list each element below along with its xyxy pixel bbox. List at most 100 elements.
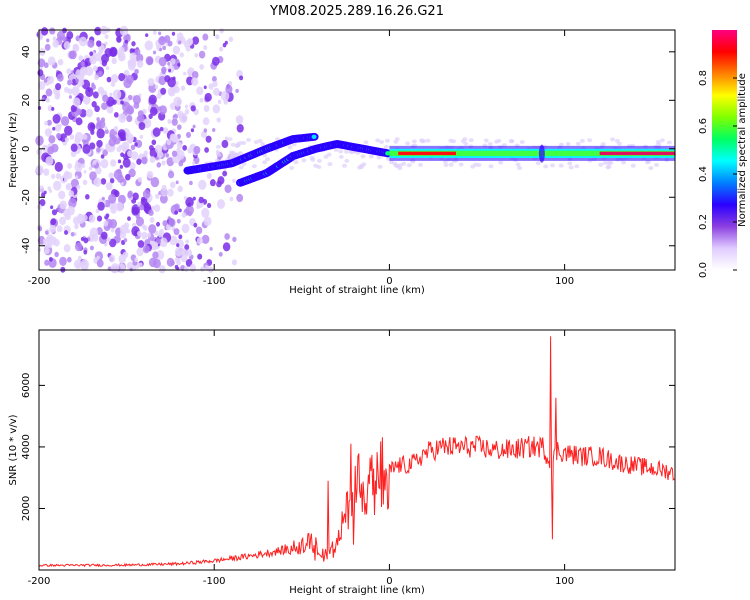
spectrogram-noise-cell [41, 97, 45, 102]
spectrogram-noise-cell [176, 142, 183, 149]
spectrogram-noise-cell [109, 46, 118, 57]
spectrogram-noise-cell [119, 164, 124, 169]
spectrogram-noise-cell [167, 119, 172, 125]
spectrogram-noise-cell [183, 265, 189, 272]
spectrogram-noise-cell [182, 145, 188, 151]
spectrogram-noise-cell [220, 90, 230, 102]
spectrogram-noise-cell [137, 240, 145, 249]
spectrogram-noise-cell [110, 206, 117, 214]
spectrogram-noise-cell [98, 119, 106, 129]
spectrogram-noise-cell [122, 158, 131, 168]
spectrogram-noise-cell [82, 214, 88, 222]
spectrogram-noise-cell [64, 137, 69, 143]
spectrogram-halo-cell [394, 137, 400, 142]
spectrogram-noise-cell [192, 161, 196, 165]
spectrogram-halo-cell [361, 162, 367, 167]
spectrogram-noise-cell [131, 41, 136, 47]
colorbar-ticks: 0.0 0.2 0.4 0.6 0.8 [698, 70, 737, 278]
spectrogram-noise-cell [149, 106, 158, 116]
spectrogram-y-ticks: -40 -20 0 20 40 [21, 45, 675, 254]
spectrogram-noise-cell [195, 226, 203, 235]
spectrogram-noise-cell [54, 251, 59, 258]
spectrogram-noise-cell [224, 184, 232, 194]
spectrogram-noise-cell [174, 203, 180, 211]
spectrogram-halo-cell [287, 145, 293, 150]
spectrogram-noise-cell [80, 259, 89, 270]
spectrogram-noise-cell [161, 160, 166, 166]
spectrogram-noise-cell [67, 163, 73, 169]
colorbar-gradient [712, 30, 737, 270]
spectrogram-noise-cell [187, 202, 191, 207]
spectrogram-halo-cell [654, 162, 660, 167]
spectrogram-noise-cell [118, 194, 126, 205]
spectrogram-noise-cell [89, 142, 96, 150]
spectrogram-noise-cell [58, 190, 66, 200]
spectrogram-halo-cell [543, 164, 549, 169]
spectrogram-noise-cell [178, 40, 182, 45]
spectrogram-noise-cell [212, 128, 216, 133]
spectrogram-noise-cell [110, 263, 120, 274]
spectrogram-noise-cell [159, 47, 163, 52]
spectrogram-noise-cell [152, 258, 161, 269]
spectrogram-noise-cell [150, 176, 160, 188]
spectrogram-noise-cell [216, 117, 221, 123]
spectrogram-noise-cell [82, 95, 91, 105]
spectrogram-noise-cell [235, 88, 239, 94]
spectrogram-noise-cell [96, 117, 100, 122]
spectrogram-noise-cell [37, 226, 43, 232]
spectrogram-noise-cell [171, 150, 178, 157]
spectrogram-noise-cell [112, 99, 117, 105]
spectrogram-noise-cell [239, 75, 244, 81]
spectrogram-noise-cell [165, 224, 172, 231]
spectrogram-halo-cell [565, 141, 571, 146]
spectrogram-noise-cell [236, 193, 244, 203]
spectrogram-noise-cell [100, 231, 108, 240]
spectrogram-halo-cell [215, 144, 221, 149]
spectrogram-noise-cell [44, 247, 50, 255]
spectrogram-noise-cell [54, 161, 63, 172]
spectrogram-halo-cell [237, 151, 243, 156]
spectrogram-noise-cell [125, 228, 131, 234]
spectrogram-noise-cell [71, 86, 80, 96]
spectrogram-noise-cell [125, 173, 131, 181]
spectrogram-noise-cell [94, 105, 100, 113]
spectrogram-noise-cell [138, 121, 146, 131]
spectrogram-ridge-peak [599, 151, 675, 156]
spectrogram-noise-cell [111, 57, 117, 65]
spectrogram-noise-cell [184, 244, 190, 251]
spectrogram-noise-cell [148, 209, 154, 216]
spectrogram-noise-cell [166, 139, 172, 146]
spectrogram-noise-cell [217, 176, 225, 185]
spectrogram-halo-cell [460, 139, 466, 144]
spectrogram-noise-cell [191, 71, 199, 79]
spectrogram-noise-cell [176, 260, 181, 266]
spectrogram-noise-cell [126, 74, 134, 85]
spectrogram-noise-cell [64, 125, 73, 136]
spectrogram-halo-cell [405, 141, 411, 146]
spectrogram-noise-cell [211, 76, 217, 82]
spectrogram-halo-cell [574, 164, 580, 169]
spectrogram-noise-cell [136, 158, 142, 165]
spectrogram-noise-cell [228, 36, 234, 42]
spectrogram-noise-cell [64, 230, 69, 235]
spectrogram-noise-cell [76, 184, 81, 190]
spectrogram-halo-cell [376, 155, 382, 160]
spectrogram-noise-cell [105, 66, 110, 71]
spectrogram-halo-cell [291, 142, 297, 147]
spectrogram-noise-cell [82, 144, 91, 154]
spectrogram-noise-cell [113, 111, 119, 118]
spectrogram-noise-cell [161, 68, 166, 75]
colorbar: 0.0 0.2 0.4 0.6 0.8 Normalized spectral ampl… [698, 30, 748, 278]
spectrogram-noise-cell [158, 35, 167, 46]
spectrogram-halo-cell [549, 163, 555, 168]
spectrogram-noise-cell [96, 215, 103, 222]
spectrogram-noise-cell [198, 179, 207, 190]
spectrogram-noise-cell [60, 116, 70, 127]
spectrogram-noise-cell [201, 234, 210, 244]
spectrogram-y-tick-label: -20 [21, 189, 32, 205]
spectrogram-noise-cell [236, 124, 244, 133]
spectrogram-noise-cell [110, 74, 119, 83]
spectrogram-noise-cell [79, 80, 85, 86]
spectrogram-halo-cell [289, 165, 295, 170]
